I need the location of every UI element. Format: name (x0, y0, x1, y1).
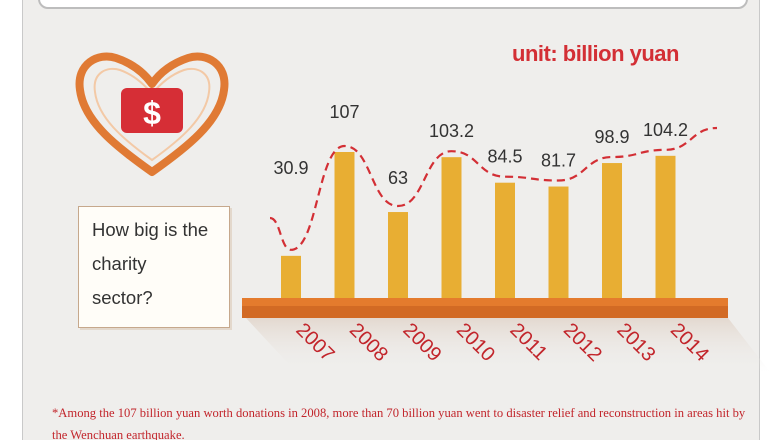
bar-2010 (441, 157, 462, 298)
bar-2012 (548, 186, 569, 298)
data-label-2007: 30.9 (273, 158, 308, 178)
data-label-2009: 63 (388, 168, 408, 188)
dollar-sign-icon: $ (143, 95, 161, 131)
question-card: How big is the charity sector? (78, 206, 230, 328)
bar-2013 (602, 163, 622, 298)
data-label-2010: 103.2 (429, 121, 474, 141)
heart-outline (75, 52, 229, 176)
question-text: How big is the charity sector? (92, 219, 209, 308)
bar-2011 (495, 182, 515, 298)
trend-line (269, 126, 718, 251)
bar-2014 (655, 155, 676, 298)
baseline-shadow (246, 318, 770, 372)
data-label-2012: 81.7 (541, 151, 576, 171)
bar-2008 (334, 152, 355, 298)
data-label-2011: 84.5 (487, 147, 522, 167)
unit-label: unit: billion yuan (512, 41, 679, 66)
dollar-badge (121, 88, 183, 133)
data-label-2014: 104.2 (643, 120, 688, 140)
baseline-platform (242, 298, 728, 306)
footnote: *Among the 107 billion yuan worth donati… (52, 406, 746, 440)
data-label-2008: 107 (329, 102, 359, 122)
bar-2007 (281, 255, 301, 298)
baseline-platform-edge (242, 306, 728, 318)
bar-2009 (388, 212, 408, 298)
data-label-2013: 98.9 (594, 127, 629, 147)
